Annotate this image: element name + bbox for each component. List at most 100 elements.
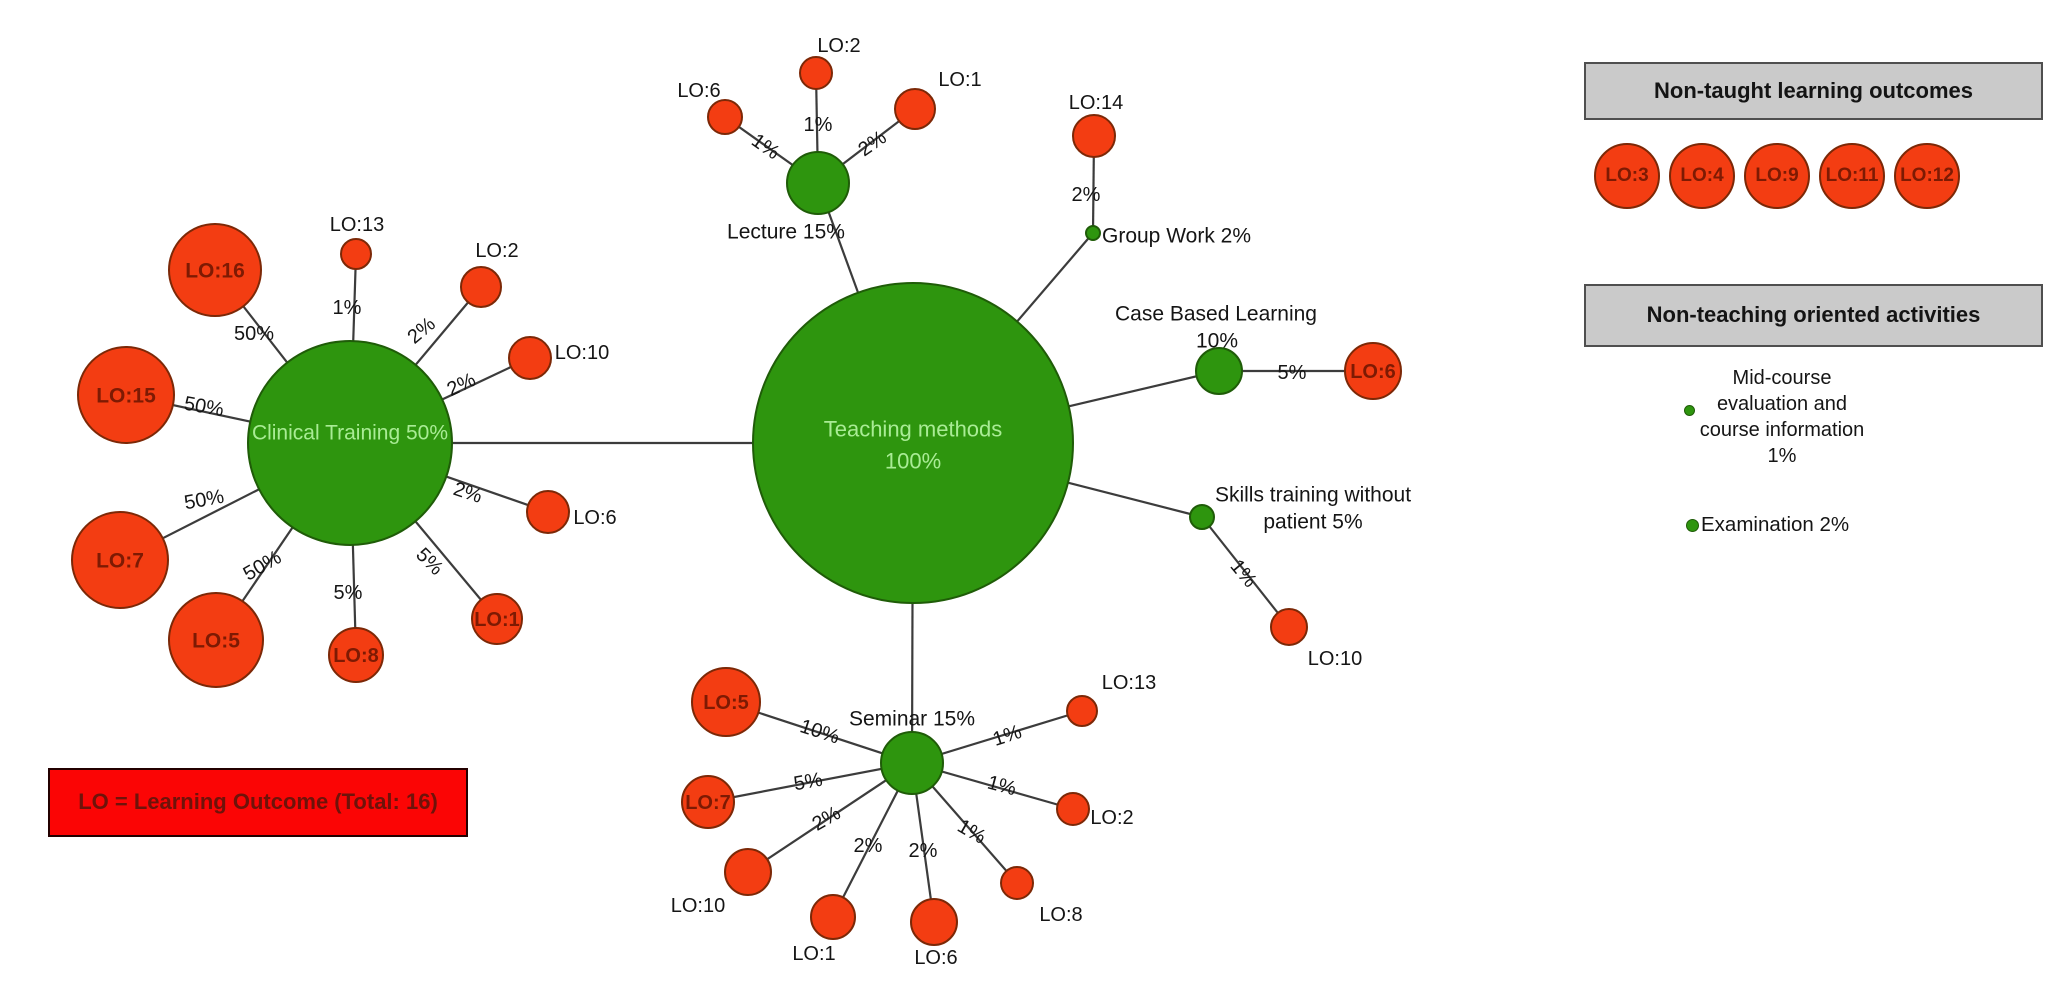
label-seminar-lo6-label: LO:6: [914, 947, 957, 969]
label-seminar-lo5-pct: 10%: [797, 715, 842, 748]
label-clinical-lo2-label: LO:2: [475, 240, 518, 262]
node-clinical-lo15: [77, 346, 175, 444]
label-lecture-title: Lecture 15%: [727, 220, 845, 243]
label-clinical-lo8-text: LO:8: [333, 645, 379, 667]
node-clinical-lo16: [168, 223, 262, 317]
label-clinical-lo5-pct: 50%: [240, 546, 286, 585]
node-seminar-lo1: [810, 894, 856, 940]
label-skills-title-1: Skills training without: [1215, 483, 1411, 506]
node-clinical-lo13: [340, 238, 372, 270]
midcourse-line-1: Mid-course: [1732, 367, 1832, 389]
examination-label: Examination 2%: [1701, 513, 1850, 536]
label-seminar-lo8-pct: 1%: [953, 815, 989, 849]
node-lecture-lo2: [799, 56, 833, 90]
node-clinical-lo10: [508, 336, 552, 380]
node-clinical-lo8: [328, 627, 384, 683]
node-casebased-lo6: [1344, 342, 1402, 400]
label-lecture-lo1-label: LO:1: [938, 69, 981, 91]
label-clinical-lo13-label: LO:13: [330, 214, 384, 236]
node-lecture-lo1: [894, 88, 936, 130]
midcourse-line-4: 1%: [1767, 445, 1797, 467]
label-seminar-lo10-label: LO:10: [671, 895, 725, 917]
node-group-work-hub: [1085, 225, 1101, 241]
label-seminar-lo7-text: LO:7: [685, 792, 731, 814]
label-seminar-title: Seminar 15%: [849, 707, 975, 730]
label-groupwork-title: Group Work 2%: [1102, 224, 1251, 247]
midcourse-dot-icon: [1684, 405, 1695, 416]
label-casebased-title-2: 10%: [1196, 329, 1238, 352]
node-lecture-lo6: [707, 99, 743, 135]
non-taught-lo3-circle: LO:3: [1594, 143, 1660, 209]
label-lecture-lo6-pct: 1%: [747, 130, 783, 165]
label-clinical-lo5-text: LO:5: [192, 629, 240, 652]
label-lecture-lo2-label: LO:2: [817, 35, 860, 57]
edge-seminar-lo10: [747, 762, 913, 873]
node-seminar-lo7: [681, 775, 735, 829]
node-seminar-lo10: [724, 848, 772, 896]
node-skills-training-hub: [1189, 504, 1215, 530]
non-taught-lo11-circle: LO:11: [1819, 143, 1885, 209]
label-seminar-lo13-label: LO:13: [1102, 672, 1156, 694]
label-clinical-lo7-text: LO:7: [96, 549, 144, 572]
node-groupwork-lo14: [1072, 114, 1116, 158]
node-seminar-hub: [880, 731, 944, 795]
midcourse-evaluation-label: Mid-course evaluation and course informa…: [1682, 365, 1882, 469]
node-seminar-lo8: [1000, 866, 1034, 900]
node-clinical-lo5: [168, 592, 264, 688]
node-seminar-lo13: [1066, 695, 1098, 727]
node-lecture-hub: [786, 151, 850, 215]
legend-non-teaching-title: Non-teaching oriented activities: [1584, 284, 2043, 347]
label-teaching-title-1: Teaching methods: [824, 417, 1003, 442]
node-clinical-training-hub: [247, 340, 453, 546]
label-seminar-lo7-pct: 5%: [792, 769, 825, 796]
label-seminar-lo10-pct: 2%: [808, 802, 844, 836]
label-seminar-lo5-text: LO:5: [703, 692, 749, 714]
label-seminar-lo1-pct: 2%: [854, 835, 883, 857]
label-skills-title-2: patient 5%: [1263, 510, 1362, 533]
label-groupwork-lo14-label: LO:14: [1069, 92, 1123, 114]
edge-seminar-lo7: [707, 761, 913, 804]
label-clinical-lo10-label: LO:10: [555, 342, 609, 364]
examination-dot-icon: [1686, 519, 1699, 532]
label-clinical-lo6-label: LO:6: [573, 507, 616, 529]
node-seminar-lo5: [691, 667, 761, 737]
non-taught-lo4-circle: LO:4: [1669, 143, 1735, 209]
label-lecture-lo6-label: LO:6: [677, 80, 720, 102]
node-clinical-lo6: [526, 490, 570, 534]
legend-non-taught-circles: LO:3 LO:4 LO:9 LO:11 LO:12: [1594, 143, 1960, 209]
node-case-based-learning-hub: [1195, 347, 1243, 395]
label-clinical-lo8-pct: 5%: [334, 582, 363, 604]
midcourse-line-2: evaluation and: [1716, 393, 1848, 415]
label-clinical-title: Clinical Training 50%: [252, 421, 448, 444]
node-clinical-lo1: [471, 593, 523, 645]
label-groupwork-lo14-pct: 2%: [1072, 184, 1101, 206]
label-casebased-title-1: Case Based Learning: [1115, 302, 1317, 325]
non-taught-lo9-circle: LO:9: [1744, 143, 1810, 209]
label-seminar-lo2-pct: 1%: [985, 772, 1019, 801]
node-teaching-methods-hub: [752, 282, 1074, 604]
label-casebased-lo6-text: LO:6: [1350, 361, 1396, 383]
node-clinical-lo2: [460, 266, 502, 308]
label-clinical-lo15-text: LO:15: [96, 384, 156, 407]
label-clinical-lo16-pct: 50%: [234, 323, 274, 345]
node-clinical-lo7: [71, 511, 169, 609]
label-seminar-lo8-label: LO:8: [1039, 904, 1082, 926]
legend-non-taught-title: Non-taught learning outcomes: [1584, 62, 2043, 120]
label-clinical-lo15-pct: 50%: [182, 393, 225, 422]
edge-skills-lo10: [1201, 516, 1290, 628]
node-skills-lo10: [1270, 608, 1308, 646]
midcourse-line-3: course information: [1699, 419, 1865, 441]
lo-definition-note: LO = Learning Outcome (Total: 16): [48, 768, 468, 837]
label-casebased-lo6-pct: 5%: [1278, 362, 1307, 384]
node-seminar-lo2: [1056, 792, 1090, 826]
label-seminar-lo6-pct: 2%: [909, 840, 938, 862]
label-teaching-title-2: 100%: [885, 449, 941, 474]
label-lecture-lo2-pct: 1%: [804, 114, 833, 136]
non-taught-lo12-circle: LO:12: [1894, 143, 1960, 209]
label-seminar-lo1-label: LO:1: [792, 943, 835, 965]
label-seminar-lo2-label: LO:2: [1090, 807, 1133, 829]
label-clinical-lo6-pct: 2%: [451, 478, 485, 508]
label-clinical-lo13-pct: 1%: [333, 297, 362, 319]
